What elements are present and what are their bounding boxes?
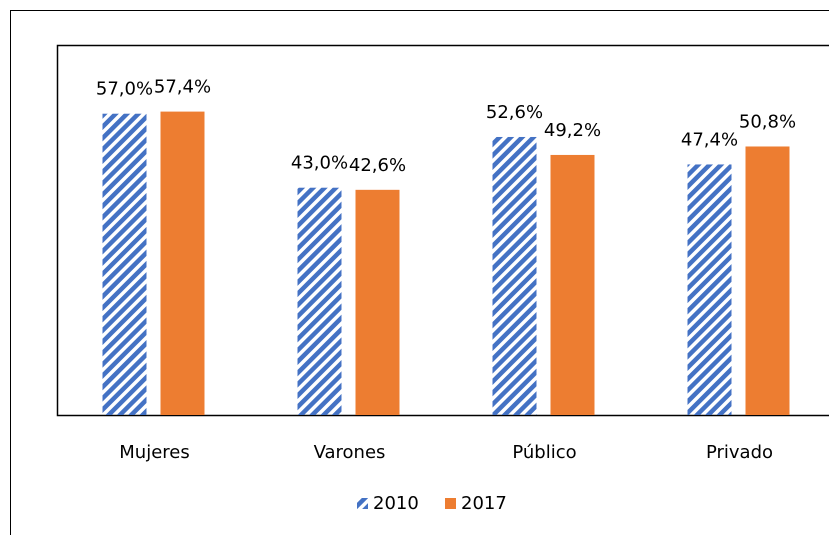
data-label: 43,0%	[291, 153, 348, 174]
data-label: 57,0%	[96, 79, 153, 100]
bar	[550, 154, 595, 415]
data-label: 42,6%	[349, 155, 406, 176]
bar	[687, 164, 732, 415]
bar	[102, 113, 147, 415]
legend-swatch	[445, 498, 456, 509]
plot-area	[56, 44, 829, 417]
x-tick-label: Varones	[314, 442, 386, 463]
legend-label: 2010	[373, 493, 419, 514]
x-tick-label: Privado	[706, 442, 773, 463]
data-label: 47,4%	[681, 129, 738, 150]
legend-label: 2017	[461, 493, 507, 514]
data-label: 52,6%	[486, 102, 543, 123]
bar	[745, 146, 790, 415]
data-label: 50,8%	[739, 111, 796, 132]
bar	[355, 189, 400, 415]
data-label: 49,2%	[544, 120, 601, 141]
data-label: 57,4%	[154, 77, 211, 98]
x-tick-label: Público	[512, 442, 576, 463]
x-tick-label: Mujeres	[119, 442, 189, 463]
bar	[160, 111, 205, 415]
bar	[492, 136, 537, 415]
bar	[297, 187, 342, 415]
legend-swatch	[357, 498, 368, 509]
